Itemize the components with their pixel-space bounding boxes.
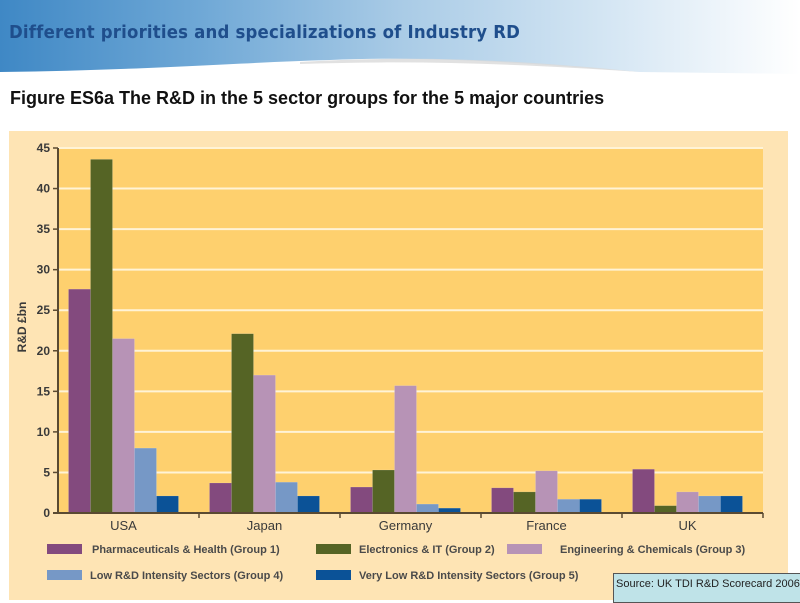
chart-panel: 0 5 10 15 20 25 30 35 40 45 USA Japan Germany France U… <box>9 131 788 600</box>
x-tick-label: USA <box>110 518 137 533</box>
bar-3-1 <box>513 491 536 514</box>
bar-1-2 <box>253 374 276 514</box>
y-tick-label: 5 <box>43 465 50 479</box>
y-tick-label: 25 <box>37 303 51 317</box>
legend-label-1: Electronics & IT (Group 2) <box>359 544 495 556</box>
legend-swatch-3 <box>47 570 82 580</box>
y-tick-label: 0 <box>43 506 50 520</box>
bar-3-4 <box>579 498 602 514</box>
bar-3-3 <box>557 498 580 514</box>
legend-label-3: Low R&D Intensity Sectors (Group 4) <box>90 570 283 582</box>
bar-0-1 <box>90 159 113 514</box>
legend-swatch-4 <box>316 570 351 580</box>
bar-4-2 <box>676 491 699 514</box>
y-tick-label: 20 <box>37 344 51 358</box>
slide-title: Different priorities and specializations… <box>9 22 521 43</box>
legend-label-4: Very Low R&D Intensity Sectors (Group 5) <box>359 570 579 582</box>
bar-1-1 <box>231 333 254 514</box>
bar-0-2 <box>112 338 135 514</box>
bar-chart: 0 5 10 15 20 25 30 35 40 45 USA Japan Germany France U… <box>15 141 764 582</box>
figure-title: Figure ES6a The R&D in the 5 sector grou… <box>10 88 605 108</box>
bar-1-3 <box>275 481 298 514</box>
legend-swatch-0 <box>47 544 82 554</box>
y-tick-label: 15 <box>37 384 51 398</box>
bar-0-0 <box>68 288 91 514</box>
bar-2-1 <box>372 469 395 514</box>
bar-2-3 <box>416 503 439 514</box>
bar-0-3 <box>134 447 157 514</box>
bar-3-0 <box>491 487 514 514</box>
y-tick-label: 40 <box>37 182 51 196</box>
bar-1-0 <box>209 482 232 514</box>
source-note: Source: UK TDI R&D Scorecard 2006 <box>613 573 800 603</box>
bar-3-2 <box>535 470 558 514</box>
bar-4-0 <box>632 468 655 514</box>
y-tick-label: 35 <box>37 222 51 236</box>
bar-2-2 <box>394 385 417 514</box>
bar-0-4 <box>156 495 179 514</box>
x-tick-label: UK <box>678 518 696 533</box>
y-tick-label: 10 <box>37 425 51 439</box>
x-tick-label: Germany <box>379 518 433 533</box>
bar-1-4 <box>297 495 320 514</box>
bar-4-4 <box>720 495 743 514</box>
banner-swoosh <box>0 58 800 75</box>
y-tick-label: 30 <box>37 263 51 277</box>
bar-2-0 <box>350 486 373 514</box>
x-tick-label: France <box>526 518 566 533</box>
x-tick-label: Japan <box>247 518 282 533</box>
legend-label-2: Engineering & Chemicals (Group 3) <box>560 544 746 556</box>
bar-4-3 <box>698 495 721 514</box>
bar-4-1 <box>654 505 677 514</box>
legend-label-0: Pharmaceuticals & Health (Group 1) <box>92 544 280 556</box>
slide-banner: Different priorities and specializations… <box>0 0 800 75</box>
y-axis-label: R&D £bn <box>15 302 29 353</box>
legend-swatch-2 <box>507 544 542 554</box>
legend-swatch-1 <box>316 544 351 554</box>
y-tick-label: 45 <box>37 141 51 155</box>
